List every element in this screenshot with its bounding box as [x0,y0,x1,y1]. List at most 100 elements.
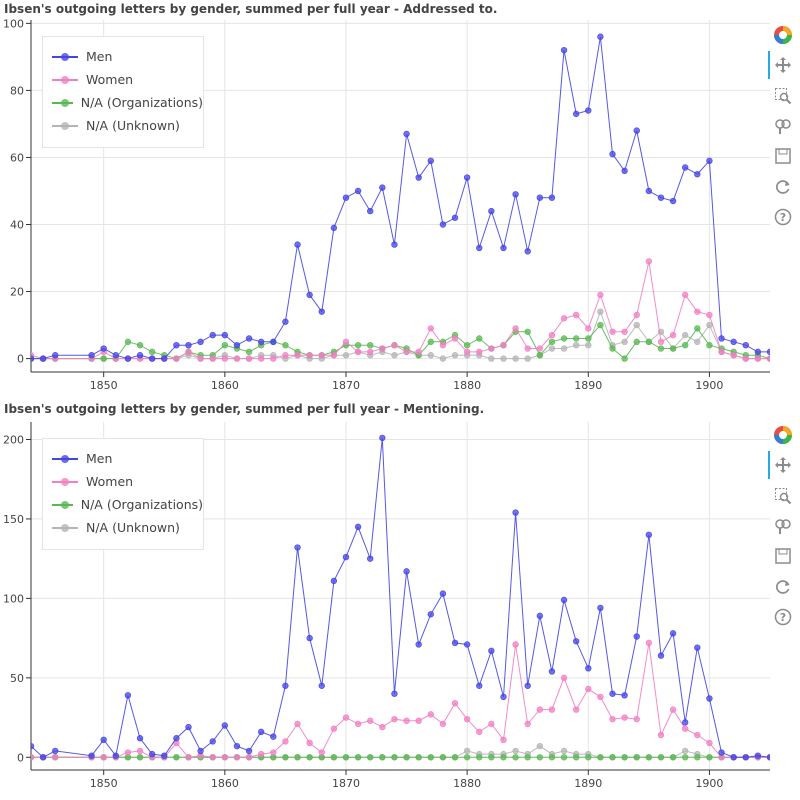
data-point-n-a-organizations[interactable] [681,754,689,761]
data-point-men[interactable] [197,747,204,755]
data-point-men[interactable] [718,749,725,756]
data-point-men[interactable] [609,150,616,158]
data-point-men[interactable] [112,752,120,759]
data-point-men[interactable] [766,348,773,356]
data-point-men[interactable] [548,194,556,201]
save-icon[interactable] [772,145,794,167]
data-point-men[interactable] [28,355,35,362]
data-point-n-a-organizations[interactable] [681,341,689,349]
data-point-men[interactable] [39,355,47,362]
data-point-men[interactable] [585,107,592,114]
reset-icon[interactable] [772,576,794,598]
data-point-men[interactable] [148,355,156,362]
data-point-men[interactable] [597,33,604,40]
data-point-n-a-unknown[interactable] [524,355,531,362]
data-point-women[interactable] [257,355,265,362]
data-point-women[interactable] [536,345,544,352]
data-point-men[interactable] [173,735,180,742]
data-point-n-a-organizations[interactable] [621,754,628,761]
data-point-women[interactable] [669,331,677,339]
data-point-women[interactable] [28,754,35,761]
data-point-men[interactable] [560,596,568,604]
data-point-n-a-unknown[interactable] [560,747,568,755]
box-zoom-icon[interactable] [772,85,794,107]
data-point-n-a-organizations[interactable] [367,341,374,349]
addressed-plot-canvas[interactable]: 1850 1860 1870 1880 1890 1900 0 20 40 60 80 100 [0,0,800,400]
data-point-men[interactable] [136,735,144,742]
data-point-men[interactable] [633,127,640,134]
data-point-men[interactable] [185,341,192,349]
data-point-men[interactable] [524,248,531,255]
data-point-women[interactable] [209,355,216,362]
data-point-men[interactable] [88,352,95,359]
data-point-n-a-organizations[interactable] [669,345,677,352]
data-point-women[interactable] [669,706,677,713]
help-icon[interactable]: ? [772,206,794,228]
data-point-men[interactable] [754,348,762,356]
data-point-men[interactable] [209,738,216,745]
data-point-men[interactable] [766,754,773,761]
data-point-n-a-organizations[interactable] [560,335,568,342]
data-point-women[interactable] [427,325,434,332]
data-point-men[interactable] [221,722,229,729]
data-point-women[interactable] [633,715,640,723]
data-point-n-a-organizations[interactable] [342,754,350,761]
data-point-n-a-organizations[interactable] [645,754,653,761]
data-point-women[interactable] [136,747,144,755]
data-point-men[interactable] [742,341,749,349]
data-point-n-a-unknown[interactable] [439,355,447,362]
data-point-n-a-organizations[interactable] [367,754,374,761]
data-point-men[interactable] [657,652,665,659]
data-point-men[interactable] [415,174,422,181]
data-point-men[interactable] [403,130,410,138]
data-point-men[interactable] [88,752,95,759]
data-point-men[interactable] [730,338,737,346]
wheel-zoom-icon[interactable] [772,515,794,537]
data-point-n-a-organizations[interactable] [427,338,434,346]
data-point-men[interactable] [306,634,313,642]
data-point-women[interactable] [524,345,531,352]
data-point-women[interactable] [257,750,265,758]
data-point-men[interactable] [342,194,350,201]
data-point-men[interactable] [706,157,713,164]
data-point-men[interactable] [415,641,422,648]
pan-icon[interactable] [772,54,794,76]
wheel-zoom-icon[interactable] [772,115,794,137]
data-point-n-a-organizations[interactable] [633,754,640,761]
data-point-men[interactable] [257,728,265,736]
data-point-men[interactable] [124,355,132,362]
data-point-men[interactable] [476,682,483,689]
data-point-men[interactable] [173,341,180,349]
legend-item-n-a-unknown[interactable]: N/A (Unknown) [43,516,203,539]
data-point-women[interactable] [657,338,665,346]
data-point-women[interactable] [512,325,519,332]
data-point-women[interactable] [330,352,338,359]
data-point-men[interactable] [28,742,35,750]
data-point-women[interactable] [52,754,59,761]
data-point-women[interactable] [633,311,640,319]
data-point-n-a-organizations[interactable] [282,341,289,349]
data-point-women[interactable] [742,355,749,362]
data-point-women[interactable] [270,355,277,362]
data-point-men[interactable] [197,338,204,346]
data-point-women[interactable] [233,355,241,362]
data-point-women[interactable] [439,720,447,728]
data-point-n-a-unknown[interactable] [391,352,398,359]
data-point-n-a-unknown[interactable] [500,355,507,362]
data-point-men[interactable] [657,194,665,201]
data-point-women[interactable] [609,328,616,335]
data-point-n-a-unknown[interactable] [706,321,713,329]
data-point-women[interactable] [379,723,386,731]
data-point-men[interactable] [282,682,289,689]
data-point-men[interactable] [245,335,253,342]
data-point-men[interactable] [439,590,447,597]
data-point-men[interactable] [512,191,519,198]
data-point-women[interactable] [585,685,592,693]
data-point-women[interactable] [463,715,471,723]
data-point-n-a-organizations[interactable] [572,754,580,761]
legend[interactable]: Men Women N/A (Organizations) N/A (Unknown) [42,438,204,550]
data-point-men[interactable] [233,742,241,750]
box-zoom-icon[interactable] [772,485,794,507]
data-point-n-a-organizations[interactable] [621,355,628,362]
data-point-men[interactable] [342,553,350,561]
